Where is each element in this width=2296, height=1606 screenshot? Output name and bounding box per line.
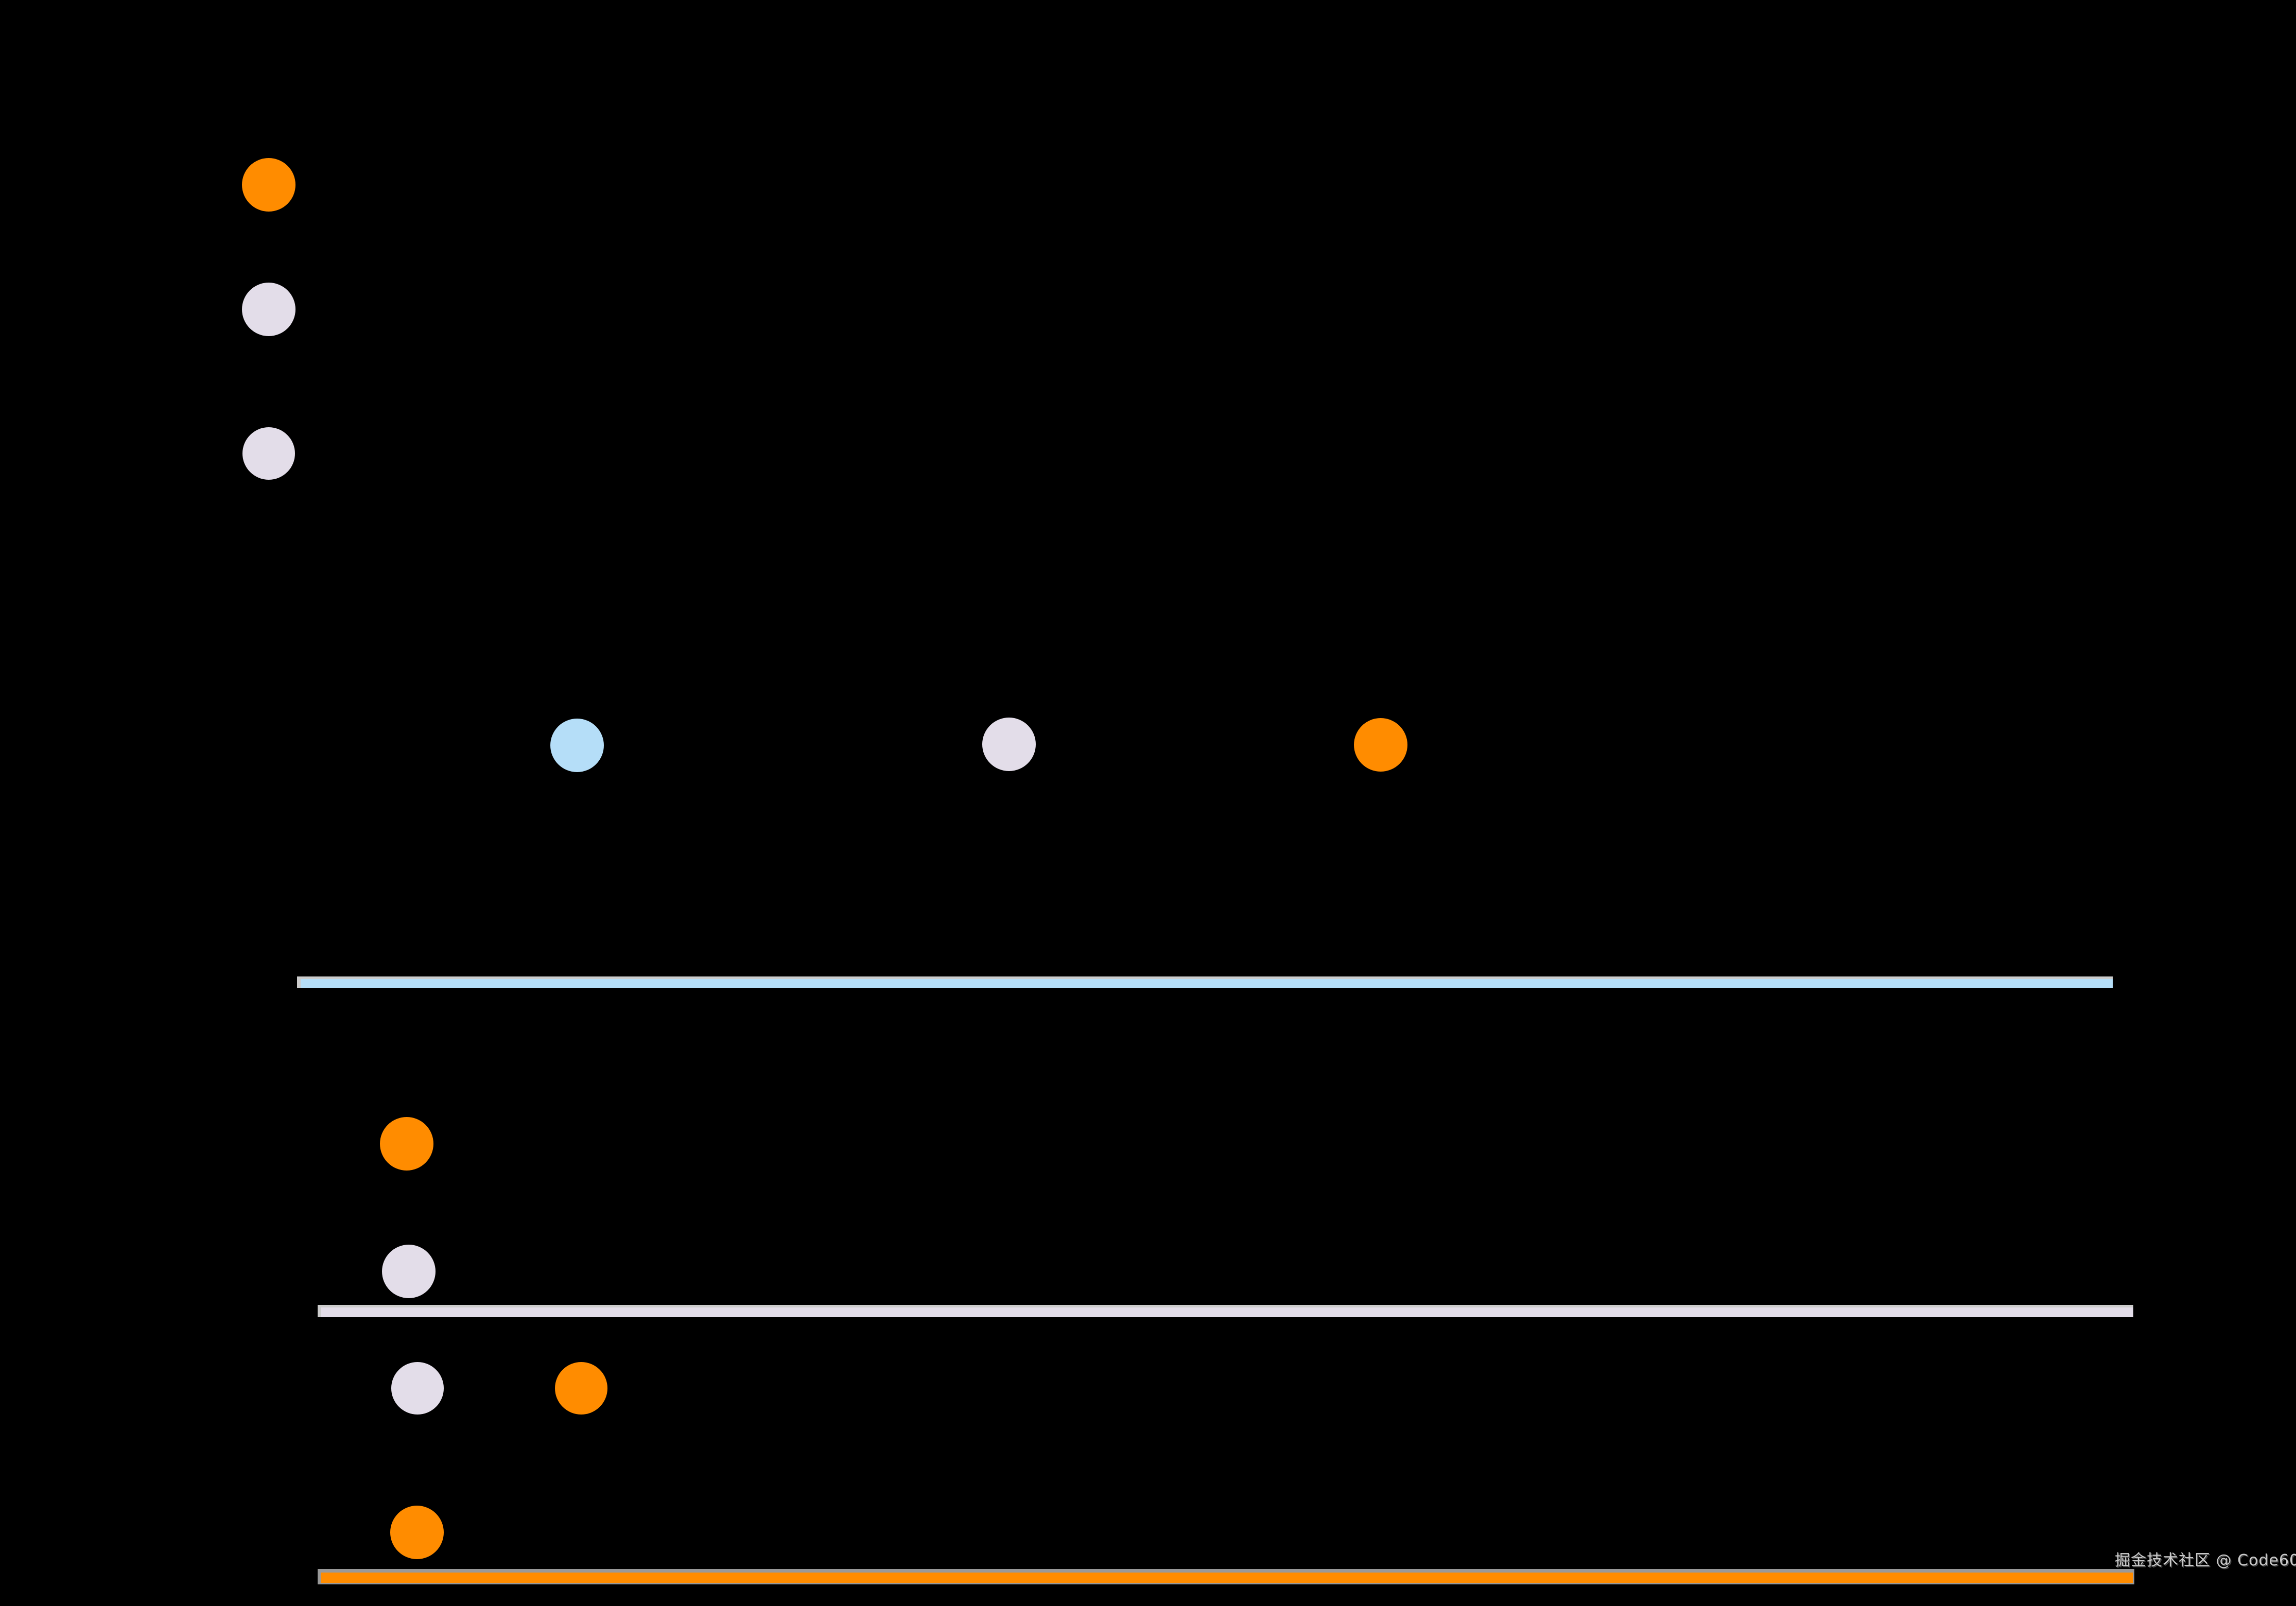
hline-orange-fill [321,1573,2133,1583]
scatter-dot-blue [550,719,604,772]
scatter-dot-lavender [242,427,295,480]
scatter-dot-lavender [242,283,295,336]
scatter-dot-orange [242,158,295,212]
hline-orange [318,1569,2134,1584]
hline-lavender-fill [321,1307,2133,1317]
scatter-dot-lavender [382,1245,436,1298]
scatter-dot-lavender [982,718,1036,771]
hline-lavender [318,1305,2133,1317]
hline-blue-fill [301,979,2113,988]
watermark-text: 掘金技术社区 @ Code60 [2115,1551,2296,1569]
scatter-dot-orange [390,1506,444,1559]
hline-blue [297,976,2113,988]
scatter-dot-lavender [391,1362,444,1415]
scatter-dot-orange [555,1362,607,1415]
scatter-dot-orange [380,1117,433,1171]
scatter-dot-orange [1354,718,1407,772]
